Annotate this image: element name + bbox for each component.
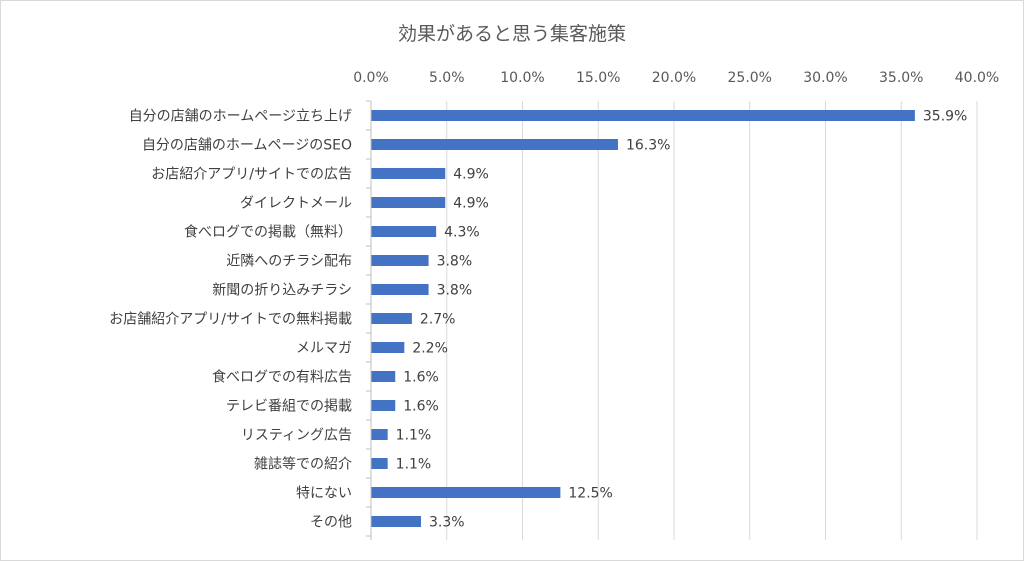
data-label: 3.3%	[429, 515, 465, 531]
x-tick-label: 10.0%	[500, 70, 544, 86]
data-label: 1.1%	[396, 457, 432, 473]
bar	[371, 110, 915, 121]
bar	[371, 197, 446, 208]
data-label: 2.7%	[420, 312, 456, 328]
x-tick-label: 20.0%	[652, 70, 696, 86]
bar	[371, 429, 388, 440]
category-label: 雑誌等での紹介	[254, 456, 352, 473]
bar	[371, 313, 412, 324]
data-label: 1.6%	[403, 370, 439, 386]
category-label: テレビ番組での掲載	[226, 399, 352, 415]
category-label: 自分の店舗のホームページ立ち上げ	[129, 109, 352, 125]
category-label: リスティング広告	[241, 428, 352, 444]
category-label: 食べログでの掲載（無料）	[184, 224, 352, 241]
x-tick-label: 40.0%	[955, 70, 999, 86]
x-tick-label: 5.0%	[429, 70, 465, 86]
bar	[371, 458, 388, 469]
data-label: 12.5%	[568, 486, 612, 502]
category-label: 食べログでの有料広告	[212, 369, 352, 386]
bars	[371, 110, 915, 527]
data-label: 4.9%	[453, 196, 489, 212]
bar	[371, 139, 618, 150]
data-label: 16.3%	[626, 138, 670, 154]
category-label: 自分の店舗のホームページのSEO	[142, 138, 352, 154]
data-label: 3.8%	[437, 283, 473, 299]
bar	[371, 342, 405, 353]
bar	[371, 168, 446, 179]
data-label: 35.9%	[923, 109, 967, 125]
x-tick-label: 30.0%	[803, 70, 847, 86]
category-label: メルマガ	[296, 341, 352, 357]
data-label: 4.3%	[444, 225, 480, 241]
bar	[371, 226, 437, 237]
category-label: ダイレクトメール	[240, 196, 352, 212]
bar	[371, 487, 561, 498]
category-label: お店舗紹介アプリ/サイトでの無料掲載	[109, 312, 352, 328]
bar	[371, 371, 396, 382]
category-label: 特にない	[296, 486, 352, 502]
data-label: 2.2%	[412, 341, 448, 357]
data-label: 4.9%	[453, 167, 489, 183]
x-tick-label: 35.0%	[879, 70, 923, 86]
gridlines	[446, 101, 978, 540]
bar	[371, 255, 429, 266]
category-label: 近隣へのチラシ配布	[226, 254, 352, 270]
x-tick-label: 25.0%	[728, 70, 772, 86]
category-label: 新聞の折り込みチラシ	[212, 283, 352, 299]
x-axis-ticks: 0.0% 5.0% 10.0% 15.0% 20.0% 25.0% 30.0% 35.0% 40…	[353, 70, 999, 537]
data-label: 3.8%	[437, 254, 473, 270]
bar	[371, 284, 429, 295]
x-tick-label: 15.0%	[576, 70, 620, 86]
data-label: 1.6%	[403, 399, 439, 415]
bar	[371, 516, 421, 527]
category-label: その他	[310, 515, 352, 531]
x-tick-label: 0.0%	[353, 70, 389, 86]
data-label: 1.1%	[396, 428, 432, 444]
data-labels: 35.9% 16.3% 4.9% 4.9% 4.3% 3.8% 3.8% 2.7% 2.2% 1.…	[396, 109, 968, 531]
category-label: お店紹介アプリ/サイトでの広告	[151, 167, 352, 183]
chart-title: 効果があると思う集客施策	[398, 23, 626, 45]
bar	[371, 400, 396, 411]
